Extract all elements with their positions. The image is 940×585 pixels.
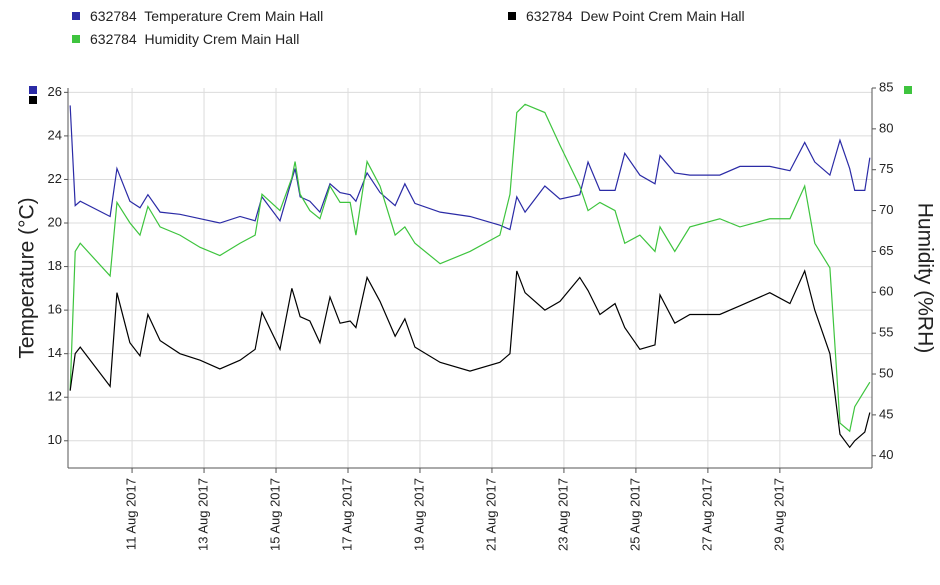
legend-label: 632784 Temperature Crem Main Hall	[90, 8, 324, 24]
y2-tick-label: 70	[879, 202, 893, 217]
axis-marker	[29, 96, 37, 104]
x-tick-label: 23 Aug 2017	[555, 478, 570, 551]
axes	[64, 87, 876, 473]
x-tick-label: 15 Aug 2017	[267, 478, 282, 551]
x-tick-label: 29 Aug 2017	[771, 478, 786, 551]
axis-marker	[29, 86, 37, 94]
y-tick-label: 26	[48, 84, 62, 99]
y-tick-label: 16	[48, 302, 62, 317]
x-tick-label: 21 Aug 2017	[483, 478, 498, 551]
series-line	[69, 269, 871, 449]
y2-tick-label: 80	[879, 120, 893, 135]
y2-tick-label: 85	[879, 79, 893, 94]
legend-item: 632784 Dew Point Crem Main Hall	[508, 8, 745, 24]
x-tick-label: 25 Aug 2017	[627, 478, 642, 551]
x-tick-label: 13 Aug 2017	[195, 478, 210, 551]
legend-item: 632784 Temperature Crem Main Hall	[72, 8, 323, 24]
legend-label: 632784 Humidity Crem Main Hall	[90, 31, 300, 47]
axis-marker	[904, 86, 912, 94]
y-tick-label: 22	[48, 171, 62, 186]
legend-label: 632784 Dew Point Crem Main Hall	[526, 8, 745, 24]
y2-tick-label: 45	[879, 406, 893, 421]
y-axis-title: Temperature (°C)	[16, 197, 39, 358]
legend-swatch	[72, 35, 80, 43]
x-tick-label: 17 Aug 2017	[339, 478, 354, 551]
legend-swatch	[508, 12, 516, 20]
y-tick-label: 18	[48, 258, 62, 273]
x-tick-label: 27 Aug 2017	[699, 478, 714, 551]
y-tick-label: 12	[48, 389, 62, 404]
y2-tick-label: 55	[879, 325, 893, 340]
y-tick-label: 14	[48, 345, 62, 360]
grid	[68, 88, 872, 468]
y2-tick-label: 75	[879, 161, 893, 176]
series-line	[69, 105, 871, 231]
y2-tick-label: 65	[879, 243, 893, 258]
y-tick-label: 24	[48, 127, 62, 142]
x-tick-label: 11 Aug 2017	[123, 478, 138, 550]
plot-lines	[69, 103, 871, 449]
legend-item: 632784 Humidity Crem Main Hall	[72, 31, 299, 47]
y-tick-label: 10	[48, 432, 62, 447]
y-tick-label: 20	[48, 214, 62, 229]
y2-tick-label: 50	[879, 365, 893, 380]
series-line	[69, 103, 871, 433]
y2-tick-label: 60	[879, 284, 893, 299]
x-tick-label: 19 Aug 2017	[411, 478, 426, 551]
y2-axis-title: Humidity (%RH)	[913, 203, 936, 354]
legend-swatch	[72, 12, 80, 20]
y2-tick-label: 40	[879, 447, 893, 462]
